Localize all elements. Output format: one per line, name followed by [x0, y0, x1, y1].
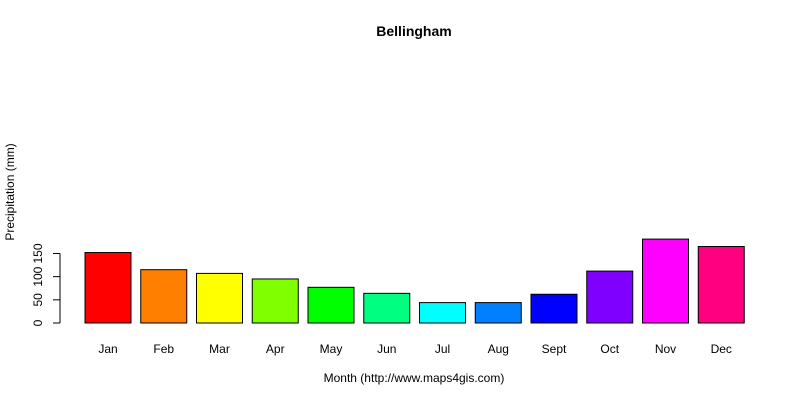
bar-feb	[140, 269, 188, 324]
bar-may	[307, 286, 355, 324]
bar-mar	[196, 272, 243, 324]
x-tick-label: Jan	[98, 342, 117, 356]
x-tick-label: May	[320, 342, 343, 356]
bar-jan	[84, 252, 132, 324]
bar-jun	[363, 292, 411, 324]
x-tick-label: Jul	[435, 342, 450, 356]
bar-jul	[419, 302, 466, 324]
x-tick-label: Sept	[542, 342, 567, 356]
bar-aug	[474, 302, 522, 324]
y-axis-title: Precipitation (mm)	[3, 143, 17, 240]
y-axis: 0 50 100 150	[31, 243, 61, 326]
bar-dec	[697, 246, 745, 324]
bar-nov	[642, 238, 689, 324]
x-tick-label: Dec	[711, 342, 732, 356]
chart-title: Bellingham	[376, 23, 451, 39]
bar-sept	[530, 293, 578, 324]
y-tick-label: 100	[31, 266, 45, 286]
x-tick-label: Oct	[600, 342, 619, 356]
bars-group	[84, 238, 745, 324]
y-tick-label: 0	[31, 319, 45, 326]
x-tick-label: Apr	[266, 342, 285, 356]
x-tick-label: Mar	[209, 342, 230, 356]
bar-apr	[251, 278, 299, 324]
x-tick-label: Feb	[153, 342, 174, 356]
x-tick-label: Nov	[655, 342, 676, 356]
y-tick-label: 150	[31, 243, 45, 263]
x-axis-title: Month (http://www.maps4gis.com)	[324, 371, 505, 385]
x-axis-labels: Jan Feb Mar Apr May Jun Jul Aug Sept Oct Nov Dec	[98, 342, 732, 356]
bar-oct	[586, 270, 634, 324]
x-tick-label: Jun	[377, 342, 396, 356]
x-tick-label: Aug	[488, 342, 509, 356]
y-tick-label: 50	[31, 293, 45, 307]
